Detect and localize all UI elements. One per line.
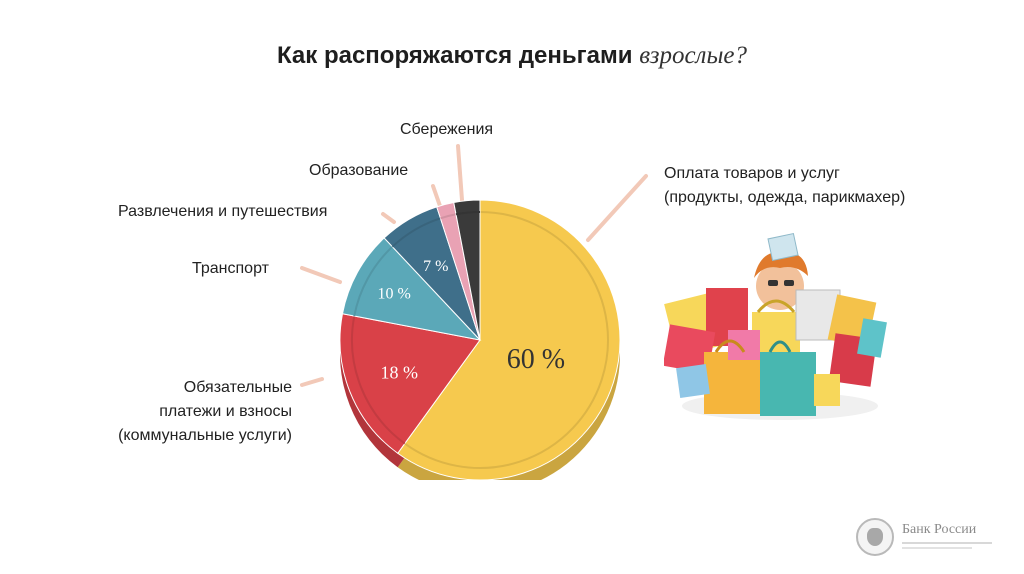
leader-entertainment (381, 212, 396, 224)
label-savings: Сбережения (400, 121, 494, 138)
bank-name: Банк России (902, 522, 977, 537)
bank-subline (902, 542, 992, 544)
person-hair (754, 251, 808, 278)
title-emphasis: взрослые? (639, 42, 747, 69)
pie-value-label-0: 60 % (507, 344, 565, 375)
person-head (756, 262, 804, 310)
label-education: Образование (309, 162, 409, 179)
bag-orange (704, 352, 760, 414)
pie-slice-rim-5 (455, 211, 481, 216)
bag-teal-right (857, 318, 887, 358)
pie-slice-rim-2 (353, 245, 394, 317)
pie-value-label-2: 10 % (377, 285, 410, 302)
bag-teal (760, 352, 816, 416)
pie-slice-rim-0 (404, 211, 609, 469)
pie-chart: 60 % 18 % 10 % 7 % (339, 199, 621, 480)
leader-savings (456, 144, 464, 202)
label-goods: Оплата товаров и услуг (продукты, одежда… (664, 162, 905, 210)
label-entertainment: Развлечения и путешествия (118, 203, 328, 220)
pie-slice-rim-3 (391, 217, 441, 248)
pie-value-label-1: 18 % (381, 362, 419, 382)
pie-value-labels: 60 % 18 % 10 % 7 % (377, 258, 565, 382)
bag-pink (728, 330, 760, 360)
label-mandatory-line3: (коммунальные услуги) (118, 427, 292, 444)
pie-slice-0 (397, 199, 621, 480)
footer-logo: Банк России (856, 516, 1006, 560)
shopping-bags-illustration (664, 232, 887, 420)
bank-subline-2 (902, 547, 972, 549)
label-mandatory-line1: Обязательные (183, 379, 292, 396)
title-main: Как распоряжаются деньгами (276, 42, 633, 69)
pie-slice-5 (453, 199, 481, 341)
pie-value-label-3: 7 % (423, 258, 448, 275)
leader-transport (300, 266, 342, 284)
label-mandatory-line2: платежи и взносы (159, 403, 292, 420)
bag-pink-left (664, 324, 716, 374)
label-mandatory: Обязательные платежи и взносы (коммуналь… (60, 376, 292, 448)
label-transport: Транспорт (192, 260, 269, 277)
leader-mandatory (300, 377, 324, 387)
bag-top (767, 232, 799, 262)
bag-small-yellow (814, 374, 840, 406)
leader-goods (586, 174, 648, 242)
pie-slice-rim-1 (351, 315, 406, 445)
pie-slices (339, 199, 621, 480)
leader-education (431, 184, 442, 208)
label-goods-line1: Оплата товаров и услуг (664, 165, 840, 182)
bag-blue (676, 364, 710, 398)
pie-slice-1 (339, 313, 481, 454)
page-title: Как распоряжаются деньгами взрослые? (0, 42, 1024, 70)
label-goods-line2: (продукты, одежда, парикмахер) (664, 189, 906, 206)
bank-emblem-icon (856, 518, 894, 556)
